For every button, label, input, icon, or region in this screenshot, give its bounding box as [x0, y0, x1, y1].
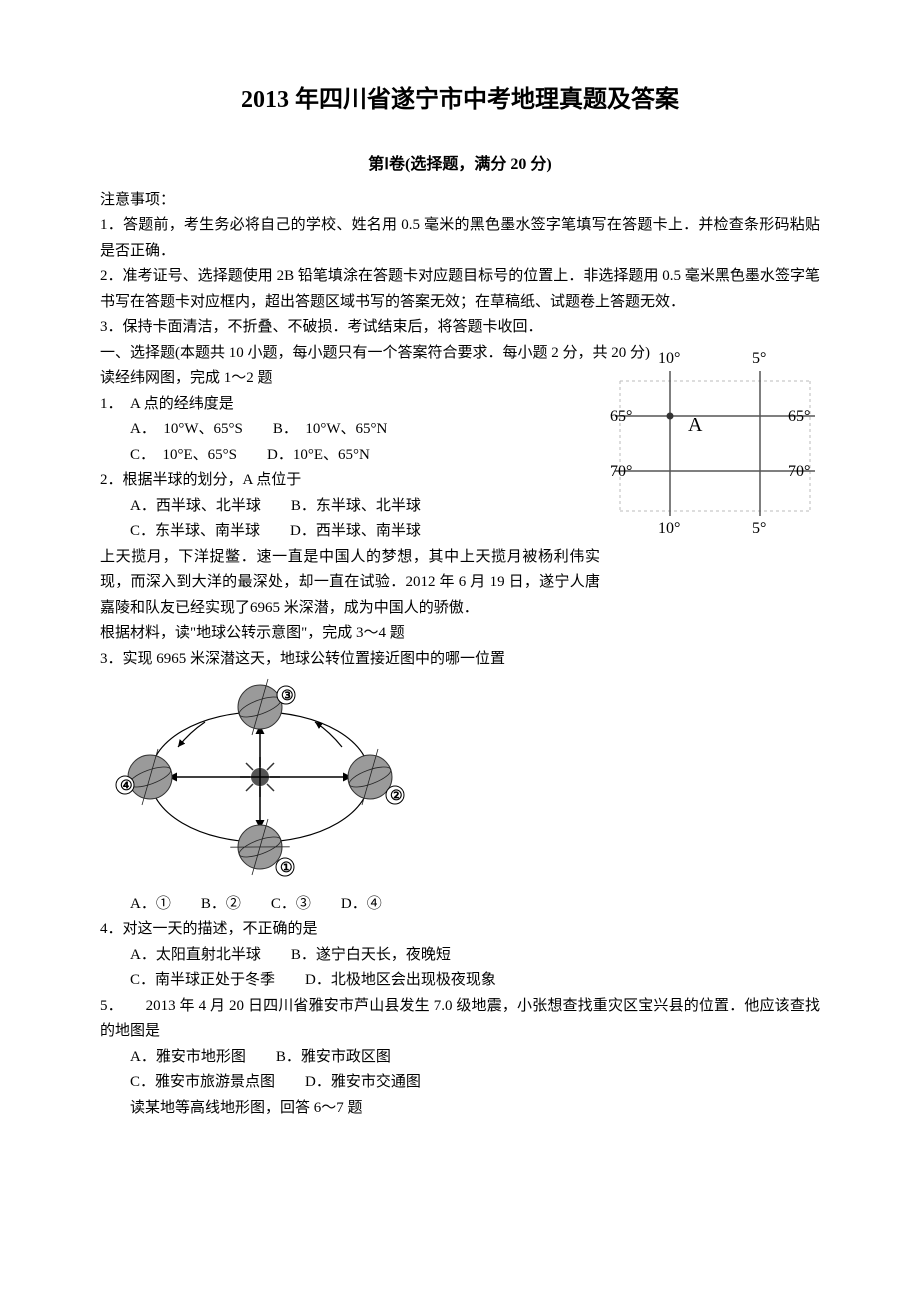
q5-opt-c: C．雅安市旅游景点图 — [130, 1074, 275, 1090]
grid-top-left-label: 10° — [658, 350, 680, 367]
q5-options-row2: C．雅安市旅游景点图 D．雅安市交通图 — [130, 1070, 820, 1096]
grid-bot-left-label: 10° — [658, 520, 680, 537]
grid-top-right-label: 5° — [752, 350, 766, 367]
q2-stem: 2．根据半球的划分，A 点位于 — [100, 468, 600, 494]
q4-opt-c: C．南半球正处于冬季 — [130, 972, 275, 988]
page-title: 2013 年四川省遂宁市中考地理真题及答案 — [100, 80, 820, 121]
grid-low-right-label: 70° — [788, 463, 810, 480]
stem-1-2: 读经纬网图，完成 1～2 题 — [100, 366, 600, 392]
q1-opt-b: B． 10°W、65°N — [273, 421, 388, 437]
passage-3-4: 上天揽月，下洋捉鳖．速一直是中国人的梦想，其中上天揽月被杨利伟实现，而深入到大洋… — [100, 545, 600, 622]
q5-options-row1: A．雅安市地形图 B．雅安市政区图 — [130, 1045, 820, 1071]
q2-opt-a: A．西半球、北半球 — [130, 498, 261, 514]
section-subtitle: 第Ⅰ卷(选择题，满分 20 分) — [100, 151, 820, 178]
q4-options-row2: C．南半球正处于冬季 D．北极地区会出现极夜现象 — [130, 968, 820, 994]
q5-stem: 5． 2013 年 4 月 20 日四川省雅安市芦山县发生 7.0 级地震，小张… — [100, 994, 820, 1045]
orbit-label-1: ① — [280, 861, 293, 876]
q2-opt-d: D．西半球、南半球 — [290, 523, 421, 539]
q1-options-row2: C． 10°E、65°S D．10°E、65°N — [130, 443, 600, 469]
grid-mid-left-label: 65° — [610, 408, 632, 425]
q1-options-row1: A． 10°W、65°S B． 10°W、65°N — [130, 417, 600, 443]
q2-options-row2: C．东半球、南半球 D．西半球、南半球 — [130, 519, 600, 545]
q4-opt-a: A．太阳直射北半球 — [130, 947, 261, 963]
orbit-figure: ① ② ③ ④ — [110, 677, 820, 887]
grid-mid-right-label: 65° — [788, 408, 810, 425]
orbit-label-2: ② — [390, 789, 403, 804]
notice-item-1: 1．答题前，考生务必将自己的学校、姓名用 0.5 毫米的黑色墨水签字笔填写在答题… — [100, 213, 820, 264]
q1-opt-c: C． 10°E、65°S — [130, 447, 237, 463]
latlon-grid-figure: A 10° 5° 65° 65° 70° 70° 10° 5° — [610, 341, 820, 541]
notice-item-3: 3．保持卡面清洁，不折叠、不破损．考试结束后，将答题卡收回． — [100, 315, 820, 341]
q4-opt-d: D．北极地区会出现极夜现象 — [305, 972, 496, 988]
q5-opt-b: B．雅安市政区图 — [276, 1049, 391, 1065]
notice-heading: 注意事项： — [100, 188, 820, 214]
q3-opt-a: A．① — [130, 896, 171, 912]
grid-low-left-label: 70° — [610, 463, 632, 480]
stem-6-7: 读某地等高线地形图，回答 6～7 题 — [130, 1096, 820, 1122]
q3-stem: 3．实现 6965 米深潜这天，地球公转位置接近图中的哪一位置 — [100, 647, 820, 673]
q5-opt-d: D．雅安市交通图 — [305, 1074, 421, 1090]
q1-opt-d: D．10°E、65°N — [267, 447, 370, 463]
grid-bot-right-label: 5° — [752, 520, 766, 537]
q3-opt-c: C．③ — [271, 896, 311, 912]
q4-options-row1: A．太阳直射北半球 B．遂宁白天长，夜晚短 — [130, 943, 820, 969]
q4-opt-b: B．遂宁白天长，夜晚短 — [291, 947, 451, 963]
q1-opt-a: A． 10°W、65°S — [130, 421, 243, 437]
q1-stem: 1． A 点的经纬度是 — [100, 392, 600, 418]
q3-options: A．① B．② C．③ D．④ — [130, 892, 820, 918]
stem-3-4: 根据材料，读"地球公转示意图"，完成 3～4 题 — [100, 621, 820, 647]
orbit-label-4: ④ — [120, 779, 133, 794]
notice-item-2: 2．准考证号、选择题使用 2B 铅笔填涂在答题卡对应题目标号的位置上．非选择题用… — [100, 264, 820, 315]
q2-opt-c: C．东半球、南半球 — [130, 523, 260, 539]
orbit-label-3: ③ — [281, 689, 294, 704]
q3-opt-b: B．② — [201, 896, 241, 912]
grid-point-a-label: A — [688, 414, 703, 436]
q2-options-row1: A．西半球、北半球 B．东半球、北半球 — [130, 494, 600, 520]
q2-opt-b: B．东半球、北半球 — [291, 498, 421, 514]
q1-q2-block: A 10° 5° 65° 65° 70° 70° 10° 5° 读经纬网图，完成… — [100, 366, 820, 621]
q4-stem: 4．对这一天的描述，不正确的是 — [100, 917, 820, 943]
q5-opt-a: A．雅安市地形图 — [130, 1049, 246, 1065]
q3-opt-d: D．④ — [341, 896, 382, 912]
